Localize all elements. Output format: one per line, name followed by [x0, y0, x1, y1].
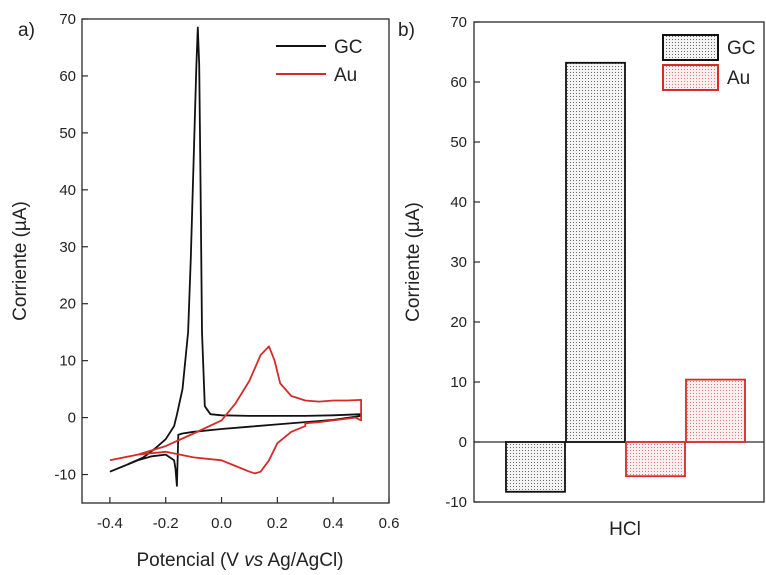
- panel-a-y-tick-label: 10: [59, 353, 76, 370]
- series-line-au: [109, 345, 363, 475]
- panel-b-category-label: HCl: [609, 519, 641, 540]
- panel-a-x-tick-label: 0.2: [267, 515, 288, 532]
- panel-b-y-tick-label: 0: [459, 434, 467, 451]
- legend-label-gc: GC: [334, 37, 363, 58]
- panel-a-x-tick-label: -0.4: [97, 515, 123, 532]
- panel-a-y-tick-label: 50: [59, 125, 76, 142]
- panel-a-y-axis-title: Corriente (µA): [10, 201, 31, 321]
- panel-a-y-tick-label: 0: [68, 410, 76, 427]
- panel-a-y-tick-label: 60: [59, 68, 76, 85]
- legend-label-au: Au: [334, 65, 357, 86]
- bar-au-negative: [625, 441, 686, 478]
- panel-b-y-tick-label: 20: [450, 314, 467, 331]
- panel-a-y-tick-label: 30: [59, 239, 76, 256]
- panel-a-y-tick-label: -10: [54, 467, 76, 484]
- panel-b-legend: GC Au: [662, 34, 756, 91]
- panel-b-y-tick-label: 10: [450, 374, 467, 391]
- panel-a-y-tick-label: 40: [59, 182, 76, 199]
- panel-b-label: b): [398, 20, 415, 41]
- panel-a-x-tick-label: -0.2: [153, 515, 179, 532]
- panel-a-x-tick-label: 0.0: [211, 515, 232, 532]
- panel-a-label: a): [18, 20, 35, 41]
- panel-a-y-tick-label: 20: [59, 296, 76, 313]
- panel-a-legend: GC Au: [276, 37, 363, 86]
- panel-a-axes: -0.4 -0.2 0.0 0.2 0.4 0.6 -10 0 10 20 30 40 50 60 70: [54, 11, 399, 532]
- panel-b: b) -10 0 10 20 30 40 50 60 70 Corriente (µA) HCl…: [398, 14, 765, 540]
- panel-b-y-tick-label: 60: [450, 74, 467, 91]
- panel-b-y-axis-title: Corriente (µA): [403, 202, 424, 322]
- bar-au-positive: [685, 378, 746, 443]
- panel-b-y-tick-label: 40: [450, 194, 467, 211]
- bar-gc-negative: [505, 441, 566, 493]
- x-axis-title-prefix: Potencial (V: [137, 550, 245, 571]
- panel-b-y-tick-label: 30: [450, 254, 467, 271]
- panel-a-x-axis-title: Potencial (V vs Ag/AgCl): [137, 550, 344, 571]
- legend-swatch-au-bar: [662, 64, 719, 91]
- legend-swatch-gc-bar: [662, 34, 719, 61]
- panel-b-y-tick-label: 70: [450, 14, 467, 31]
- panel-a-series: [109, 26, 363, 487]
- bar-gc-positive: [565, 61, 626, 443]
- panel-b-y-tick-label: -10: [445, 494, 467, 511]
- panel-b-bars: [505, 61, 746, 493]
- series-line-gc: [109, 26, 363, 487]
- panel-a-x-tick-label: 0.6: [379, 515, 400, 532]
- legend-label-gc-bar: GC: [727, 38, 756, 59]
- panel-a-y-tick-label: 70: [59, 11, 76, 28]
- panel-b-y-tick-label: 50: [450, 134, 467, 151]
- panel-a-plot-frame: [81, 18, 390, 504]
- panel-a: a) -0.4 -0.2 0.0 0.2 0.4 0.6 -10 0 10 20 30 40 50 60 7…: [10, 11, 399, 571]
- x-axis-title-vs: vs: [244, 550, 264, 571]
- legend-label-au-bar: Au: [727, 68, 750, 89]
- x-axis-title-suffix: Ag/AgCl): [263, 550, 343, 571]
- panel-a-x-tick-label: 0.4: [323, 515, 344, 532]
